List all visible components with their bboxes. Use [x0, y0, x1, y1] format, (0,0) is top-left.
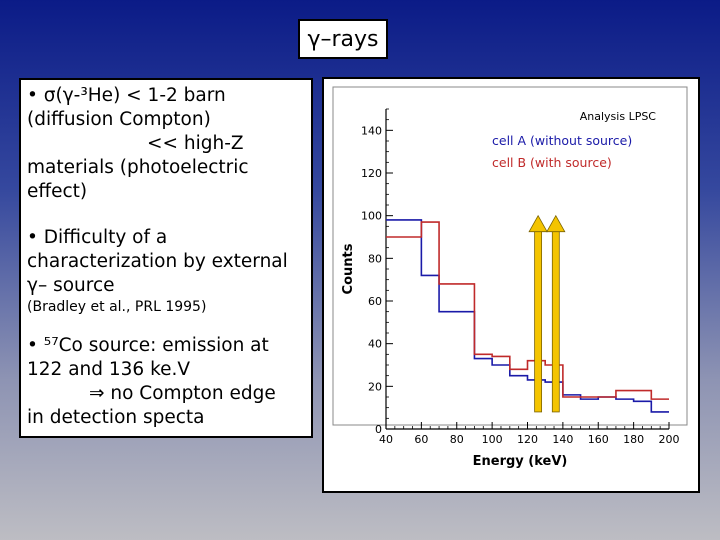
y-tick-label: 80: [368, 252, 382, 265]
legend-series-b: cell B (with source): [492, 155, 612, 170]
x-tick-label: 140: [552, 433, 573, 446]
arrow-head-2: [546, 214, 566, 233]
bullet-2-line-3: γ– source: [27, 275, 115, 296]
bullet-2-line-2: characterization by external: [27, 251, 288, 272]
bullet-3-line-1: • ⁵⁷Co source: emission at: [27, 335, 269, 356]
arrow-head-1: [528, 214, 548, 233]
arrow-shaft-1: [534, 229, 543, 413]
x-tick-label: 60: [414, 433, 428, 446]
bullet-1-line-1: • σ(γ-³He) < 1-2 barn: [27, 85, 226, 106]
y-tick-label: 40: [368, 338, 382, 351]
arrow-shaft-2: [551, 229, 560, 413]
bullet-1-line-4: materials (photoelectric: [27, 157, 249, 178]
x-axis-label: Energy (keV): [473, 454, 568, 469]
y-tick-label: 100: [361, 210, 382, 223]
y-tick-label: 140: [361, 124, 382, 137]
y-tick-label: 0: [375, 423, 382, 436]
bullet-text-box: • σ(γ-³He) < 1-2 barn (diffusion Compton…: [19, 78, 313, 438]
x-tick-label: 40: [379, 433, 393, 446]
y-axis-label: Counts: [341, 243, 356, 294]
histogram-series-b: [386, 221, 669, 400]
bullet-2-reference: (Bradley et al., PRL 1995): [27, 299, 207, 315]
spectrum-plot-box: Analysis LPSC cell A (without source) ce…: [322, 77, 700, 493]
bullet-3-line-2: 122 and 136 ke.V: [27, 359, 191, 380]
bullet-1-line-2: (diffusion Compton): [27, 109, 211, 130]
chart-title: Analysis LPSC: [580, 110, 657, 123]
x-tick-label: 80: [450, 433, 464, 446]
x-tick-label: 180: [623, 433, 644, 446]
y-tick-label: 120: [361, 167, 382, 180]
bullet-1-line-3: << high-Z: [147, 133, 244, 154]
x-tick-label: 200: [659, 433, 680, 446]
bullet-1-line-5: effect): [27, 181, 88, 202]
bullet-3-line-3: ⇒ no Compton edge: [89, 383, 276, 404]
x-tick-label: 160: [588, 433, 609, 446]
x-tick-label: 120: [517, 433, 538, 446]
y-tick-label: 60: [368, 295, 382, 308]
bullet-3-line-4: in detection specta: [27, 407, 205, 428]
y-tick-label: 20: [368, 380, 382, 393]
legend-series-a: cell A (without source): [492, 133, 632, 148]
energy-spectrum-chart: Analysis LPSC cell A (without source) ce…: [332, 86, 688, 469]
slide-title: γ–rays: [298, 19, 388, 59]
bullet-2-line-1: • Difficulty of a: [27, 227, 168, 248]
x-tick-label: 100: [482, 433, 503, 446]
